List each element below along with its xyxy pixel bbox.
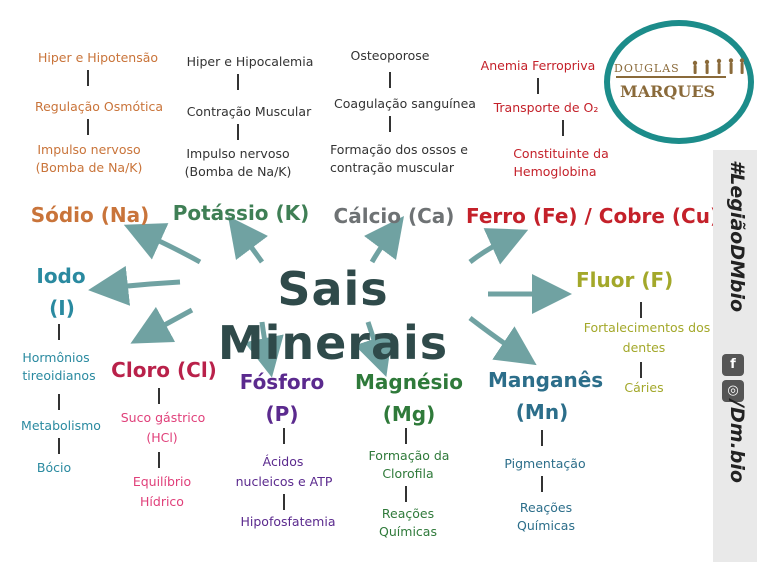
manganes-item-3: Químicas bbox=[517, 518, 575, 533]
iodo-item-1: Hormônios bbox=[22, 350, 90, 365]
fluor-title: Fluor (F) bbox=[576, 268, 674, 292]
arrow-to-magnesio bbox=[354, 321, 393, 377]
hashtag-label: #LegiãoDMbio bbox=[722, 160, 752, 340]
potassio-title: Potássio (K) bbox=[172, 201, 310, 225]
sodio-item-3: Impulso nervoso bbox=[37, 142, 141, 157]
ferro-connector-2 bbox=[562, 120, 564, 136]
manganes-item-1: Pigmentação bbox=[504, 456, 586, 471]
magnesio-item-3: Reações bbox=[381, 506, 435, 521]
manganes-connector-2 bbox=[541, 476, 543, 492]
fluor-connector-1 bbox=[640, 302, 642, 318]
facebook-icon: f bbox=[722, 354, 744, 376]
calcio-item-3: Formação dos ossos e bbox=[330, 142, 468, 157]
calcio-title: Cálcio (Ca) bbox=[333, 204, 455, 228]
cloro-item-4: Hídrico bbox=[140, 494, 184, 509]
calcio-item-2: Coagulação sanguínea bbox=[334, 96, 476, 111]
handle-text: /Dm.bio bbox=[726, 400, 748, 483]
sodio-item-2: Regulação Osmótica bbox=[34, 99, 164, 114]
magnesio-title-line2: (Mg) bbox=[382, 402, 436, 426]
potassio-item-2: Contração Muscular bbox=[186, 104, 312, 119]
potassio-item-4: (Bomba de Na/K) bbox=[184, 164, 292, 179]
fluor-item-1: Fortalecimentos dos bbox=[583, 320, 711, 335]
sodio-item-4: (Bomba de Na/K) bbox=[35, 160, 143, 175]
calcio-item-1: Osteoporose bbox=[350, 48, 430, 63]
iodo-item-3: Metabolismo bbox=[21, 418, 101, 433]
iodo-title-line1: Iodo bbox=[36, 264, 86, 288]
hashtag-text: #LegiãoDMbio bbox=[726, 160, 748, 313]
ferro-item-3: Constituinte da bbox=[513, 146, 609, 161]
logo-text-line2: MARQUES bbox=[620, 82, 716, 101]
fosforo-item-1: Ácidos bbox=[262, 454, 304, 469]
sodio-connector-2 bbox=[87, 119, 89, 135]
iodo-item-2: tireoidianos bbox=[22, 368, 96, 383]
arrow-to-fosforo bbox=[244, 321, 284, 378]
ferro-title: Ferro (Fe) / Cobre (Cu) bbox=[466, 204, 720, 228]
cloro-item-3: Equilíbrio bbox=[132, 474, 192, 489]
magnesio-item-4: Químicas bbox=[379, 524, 437, 539]
magnesio-title-line1: Magnésio bbox=[354, 370, 464, 394]
iodo-item-4: Bócio bbox=[36, 460, 72, 475]
magnesio-connector-2 bbox=[405, 486, 407, 502]
arrow-to-ferro bbox=[468, 228, 529, 265]
calcio-item-4: contração muscular bbox=[330, 160, 454, 175]
potassio-connector-2 bbox=[237, 124, 239, 140]
ferro-item-2: Transporte de O₂ bbox=[493, 100, 599, 115]
fluor-item-2: dentes bbox=[622, 340, 666, 355]
iodo-title-line2: (I) bbox=[49, 296, 75, 320]
magnesio-item-1: Formação da bbox=[368, 448, 450, 463]
manganes-title-line1: Manganês bbox=[488, 368, 604, 392]
magnesio-item-2: Clorofila bbox=[382, 466, 434, 481]
fosforo-connector-1 bbox=[283, 428, 285, 444]
arrow-to-potassio bbox=[228, 215, 268, 264]
cloro-title: Cloro (Cl) bbox=[111, 358, 217, 382]
magnesio-connector-1 bbox=[405, 428, 407, 444]
arrow-to-calcio bbox=[364, 215, 404, 264]
manganes-item-2: Reações bbox=[519, 500, 573, 515]
manganes-connector-1 bbox=[541, 430, 543, 446]
iodo-connector-3 bbox=[58, 438, 60, 454]
sodio-item-1: Hiper e Hipotensão bbox=[37, 50, 159, 65]
iodo-connector-1 bbox=[58, 324, 60, 340]
cloro-connector-2 bbox=[158, 452, 160, 468]
ferro-item-1: Anemia Ferropriva bbox=[480, 58, 596, 73]
arrow-to-cloro bbox=[130, 306, 194, 344]
sodio-connector-1 bbox=[87, 70, 89, 86]
potassio-item-3: Impulso nervoso bbox=[186, 146, 290, 161]
cloro-item-1: Suco gástrico bbox=[120, 410, 206, 425]
fosforo-connector-2 bbox=[283, 494, 285, 510]
fluor-item-3: Cáries bbox=[624, 380, 664, 395]
fosforo-title-line2: (P) bbox=[265, 402, 299, 426]
fosforo-title-line1: Fósforo bbox=[239, 370, 325, 394]
arrow-to-sodio bbox=[123, 223, 202, 265]
fosforo-item-2: nucleicos e ATP bbox=[235, 474, 333, 489]
instagram-icon: ◎ bbox=[722, 380, 744, 402]
manganes-title-line2: (Mn) bbox=[515, 400, 569, 424]
potassio-connector-1 bbox=[237, 74, 239, 90]
arrow-to-manganes bbox=[468, 316, 537, 366]
ferro-item-4: Hemoglobina bbox=[513, 164, 597, 179]
ferro-connector-1 bbox=[537, 78, 539, 94]
fluor-connector-2 bbox=[640, 362, 642, 378]
handle-label: /Dm.bio bbox=[722, 400, 752, 510]
evolution-silhouette-icon bbox=[692, 58, 745, 74]
calcio-connector-2 bbox=[389, 116, 391, 132]
logo-text-line1: DOUGLAS bbox=[614, 62, 680, 75]
cloro-connector-1 bbox=[158, 388, 160, 404]
logo-divider bbox=[616, 76, 726, 78]
center-title: Sais Minerais bbox=[217, 262, 449, 370]
arrow-to-iodo bbox=[88, 265, 181, 306]
sodio-title: Sódio (Na) bbox=[30, 203, 150, 227]
logo-badge bbox=[604, 20, 754, 144]
iodo-connector-2 bbox=[58, 394, 60, 410]
potassio-item-1: Hiper e Hipocalemia bbox=[186, 54, 314, 69]
fosforo-item-3: Hipofosfatemia bbox=[240, 514, 336, 529]
cloro-item-2: (HCl) bbox=[146, 430, 178, 445]
calcio-connector-1 bbox=[389, 72, 391, 88]
